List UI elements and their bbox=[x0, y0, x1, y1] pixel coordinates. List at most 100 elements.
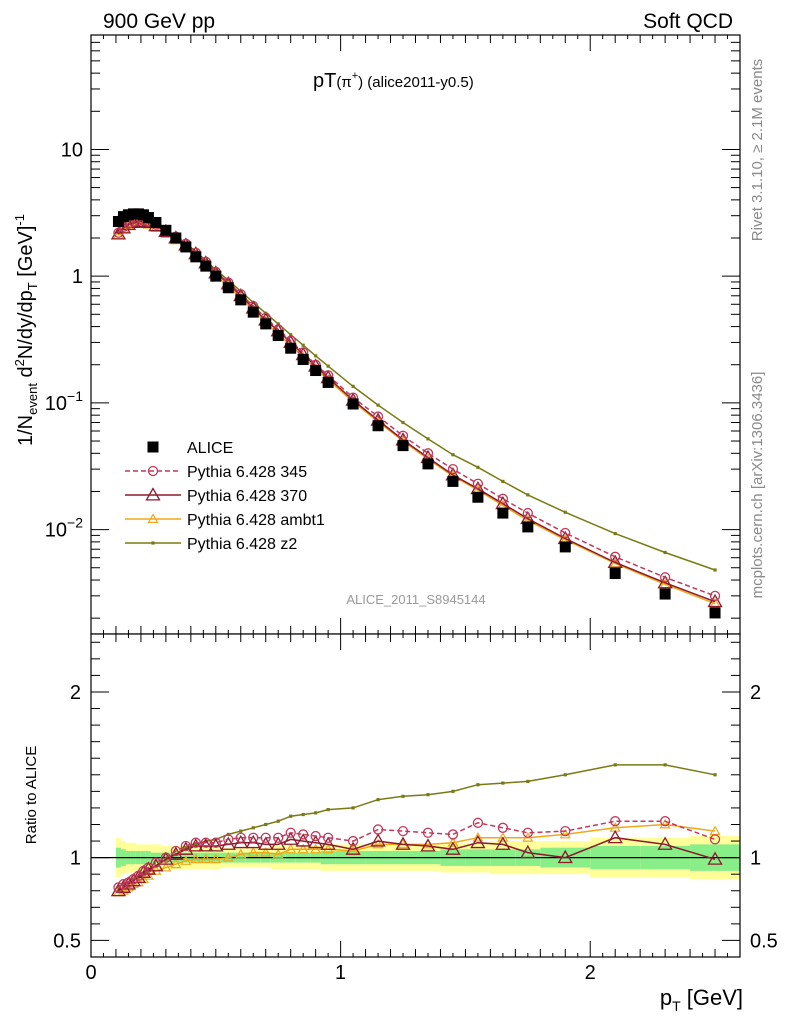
legend-entry: Pythia 6.428 ambt1 bbox=[125, 512, 325, 529]
ratio-point bbox=[295, 833, 311, 847]
ratio-point bbox=[142, 870, 154, 880]
data-point bbox=[351, 384, 355, 388]
legend-marker bbox=[151, 541, 155, 545]
ratio-point bbox=[222, 851, 234, 862]
data-point bbox=[125, 214, 142, 229]
data-point bbox=[247, 306, 259, 318]
data-point bbox=[322, 376, 334, 388]
data-point bbox=[522, 507, 533, 519]
data-point bbox=[663, 550, 667, 555]
ratio-point bbox=[308, 834, 324, 849]
ratio-point bbox=[235, 848, 247, 859]
ylabel-g: [GeV] bbox=[15, 226, 37, 283]
data-point bbox=[260, 318, 272, 330]
ratio-point bbox=[422, 827, 434, 838]
ratio-point bbox=[264, 822, 268, 827]
ratio-point bbox=[289, 814, 293, 818]
ratio-point bbox=[426, 793, 430, 797]
ratio-y-tick-label-right: 1 bbox=[750, 848, 761, 870]
ylabel-c: d bbox=[15, 366, 37, 383]
ratio-point bbox=[223, 834, 234, 845]
ratio-point bbox=[235, 832, 246, 843]
ratio-point bbox=[285, 843, 297, 854]
data-point bbox=[401, 420, 405, 425]
ratio-point bbox=[251, 826, 255, 830]
mcplots-side-text: mcplots.cern.ch [arXiv:1306.3436] bbox=[749, 372, 766, 599]
ratio-point bbox=[713, 773, 717, 777]
data-point bbox=[607, 554, 623, 569]
data-point bbox=[210, 270, 222, 282]
data-point bbox=[559, 541, 571, 553]
tick-base: 10 bbox=[45, 520, 67, 542]
data-point bbox=[347, 398, 359, 410]
data-point bbox=[376, 403, 380, 407]
data-point bbox=[560, 527, 571, 539]
data-point bbox=[180, 241, 192, 253]
ylabel-h: -1 bbox=[12, 214, 27, 226]
xlabel-b: T bbox=[672, 998, 681, 1014]
data-point bbox=[522, 521, 534, 533]
ratio-point bbox=[607, 829, 623, 844]
legend-marker bbox=[147, 441, 159, 453]
y-tick-label: 10 bbox=[61, 139, 83, 161]
ratio-point bbox=[297, 843, 309, 854]
data-point bbox=[326, 364, 330, 368]
ratio-point bbox=[447, 836, 459, 847]
ratio-point bbox=[657, 836, 673, 850]
ratio-y-tick-label-right: 0.5 bbox=[750, 930, 778, 952]
ratio-point bbox=[194, 842, 198, 846]
ratio-x-tick-label: 2 bbox=[585, 962, 596, 984]
title-rest: (alice2011-y0.5) bbox=[363, 74, 474, 91]
ratio-frame bbox=[90, 633, 741, 958]
ratio-point bbox=[370, 833, 386, 847]
data-point bbox=[563, 510, 567, 514]
data-point bbox=[472, 491, 484, 503]
ratio-point bbox=[210, 853, 222, 864]
data-point bbox=[451, 453, 455, 457]
data-point bbox=[222, 282, 234, 294]
data-point bbox=[659, 588, 671, 600]
ratio-x-tick-label: 1 bbox=[335, 962, 346, 984]
xlabel-c: [GeV] bbox=[681, 985, 743, 1010]
xlabel-a: p bbox=[660, 985, 672, 1010]
ratio-axes: 0.5 0.5 1 1 2 2 0 1 2 bbox=[53, 634, 778, 984]
main-ylabel: 1/Nevent d2N/dy/dpT [GeV]-1 bbox=[12, 214, 40, 446]
y-tick-label: 10−1 bbox=[45, 388, 83, 415]
legend-marker bbox=[147, 465, 159, 477]
ratio-point bbox=[273, 832, 284, 843]
ratio-point bbox=[210, 837, 221, 848]
ratio-point bbox=[659, 818, 671, 829]
data-point bbox=[170, 232, 182, 244]
ratio-point bbox=[260, 846, 272, 857]
ratio-y-tick-label: 0.5 bbox=[53, 930, 81, 952]
ratio-point bbox=[376, 798, 380, 802]
main-series-layer bbox=[110, 208, 723, 619]
data-point bbox=[426, 437, 430, 441]
ratio-point bbox=[351, 806, 355, 810]
legend: ALICE Pythia 6.428 345 Pythia 6.428 370 Pyt… bbox=[125, 440, 325, 553]
ratio-point bbox=[310, 843, 322, 854]
legend-entry: Pythia 6.428 370 bbox=[125, 487, 307, 505]
ylabel-b: event bbox=[25, 383, 40, 415]
ratio-point bbox=[301, 812, 305, 817]
ratio-point bbox=[248, 832, 259, 843]
ratio-point bbox=[310, 830, 321, 842]
ylabel-d: 2 bbox=[12, 359, 27, 366]
ratio-point bbox=[522, 827, 533, 838]
ratio-point bbox=[470, 834, 486, 849]
ratio-point bbox=[260, 832, 271, 843]
data-point bbox=[200, 260, 212, 272]
data-point bbox=[713, 568, 717, 572]
data-point bbox=[526, 493, 530, 497]
ratio-point bbox=[345, 841, 361, 855]
ratio-point bbox=[560, 825, 571, 837]
ratio-point bbox=[245, 834, 261, 849]
header-right: Soft QCD bbox=[643, 10, 733, 33]
ratio-point bbox=[314, 811, 318, 815]
ratio-point bbox=[298, 829, 309, 840]
ratio-y-tick-label: 1 bbox=[70, 848, 81, 870]
ratio-point bbox=[184, 846, 188, 850]
ratio-point bbox=[613, 763, 617, 767]
